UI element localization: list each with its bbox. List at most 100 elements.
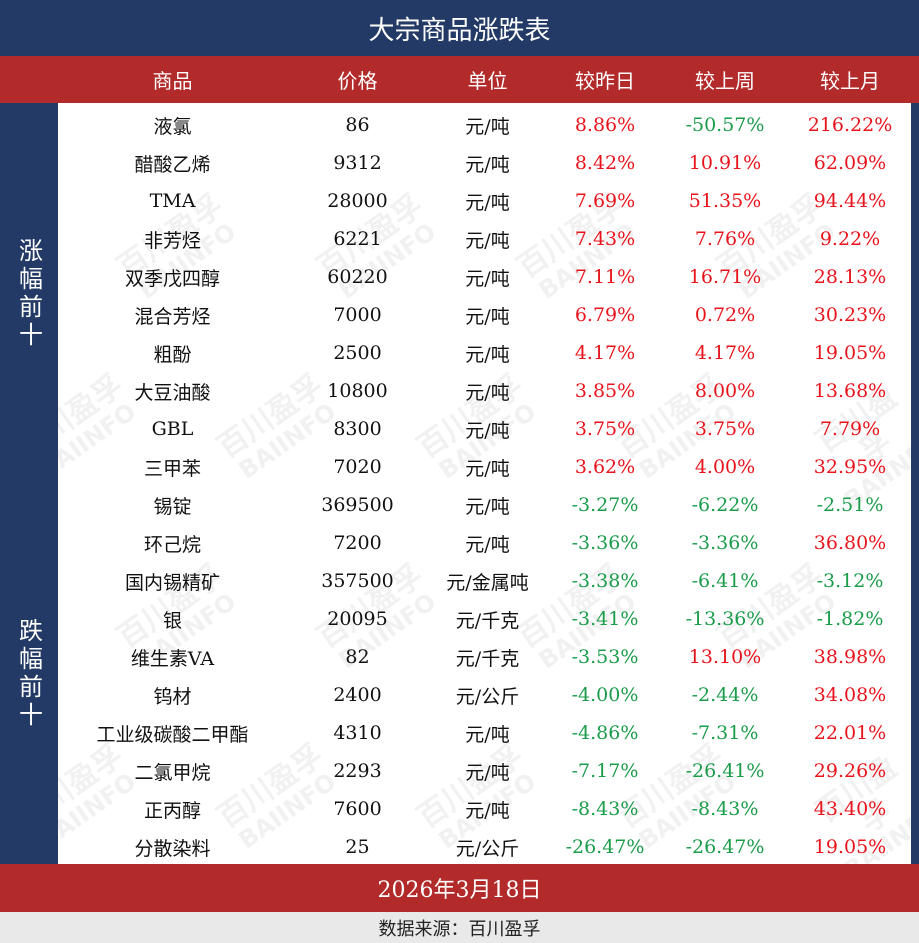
vs-last-month-cell: 94.44% bbox=[813, 190, 887, 212]
header-vs-yesterday: 较昨日 bbox=[575, 69, 635, 93]
vs-last-month-cell: 22.01% bbox=[813, 722, 887, 744]
price-cell: 7020 bbox=[333, 456, 382, 478]
price-cell: 25 bbox=[345, 836, 370, 858]
table-row: 粗酚 2500 元/吨 4.17% 4.17% 19.05% bbox=[58, 334, 911, 372]
table-row: 非芳烃 6221 元/吨 7.43% 7.76% 9.22% bbox=[58, 220, 911, 258]
vs-yesterday-cell: -4.86% bbox=[571, 722, 639, 744]
vs-yesterday-cell: 3.85% bbox=[574, 380, 636, 402]
price-cell: 8300 bbox=[333, 418, 382, 440]
vs-last-month-cell: 43.40% bbox=[813, 798, 887, 820]
vs-last-week-cell: -8.43% bbox=[691, 798, 759, 820]
header-unit: 单位 bbox=[467, 69, 508, 93]
vs-last-month-cell: 7.79% bbox=[819, 418, 881, 440]
price-cell: 9312 bbox=[333, 152, 382, 174]
commodity-cell: 正丙醇 bbox=[143, 799, 201, 822]
vs-yesterday-cell: -4.00% bbox=[571, 684, 639, 706]
price-cell: 86 bbox=[345, 114, 370, 136]
vs-yesterday-cell: -3.36% bbox=[571, 532, 639, 554]
price-cell: 4310 bbox=[333, 722, 382, 744]
table-row: 大豆油酸 10800 元/吨 3.85% 8.00% 13.68% bbox=[58, 372, 911, 410]
vs-last-week-cell: 16.71% bbox=[688, 266, 762, 288]
vs-yesterday-cell: 8.42% bbox=[574, 152, 636, 174]
unit-cell: 元/吨 bbox=[465, 799, 510, 822]
unit-cell: 元/千克 bbox=[455, 647, 520, 670]
unit-cell: 元/吨 bbox=[465, 305, 510, 328]
price-cell: 7200 bbox=[333, 532, 382, 554]
header-vs-last-month: 较上月 bbox=[820, 69, 880, 93]
vs-last-month-cell: 34.08% bbox=[813, 684, 887, 706]
data-source: 数据来源：百川盈孚 bbox=[0, 912, 919, 943]
price-cell: 2400 bbox=[333, 684, 382, 706]
commodity-cell: GBL bbox=[151, 418, 194, 440]
unit-cell: 元/吨 bbox=[465, 191, 510, 214]
unit-cell: 元/吨 bbox=[465, 343, 510, 366]
commodity-cell: 环己烷 bbox=[143, 533, 201, 556]
commodity-cell: 大豆油酸 bbox=[134, 381, 211, 404]
price-cell: 2293 bbox=[333, 760, 382, 782]
commodity-cell: 混合芳烃 bbox=[134, 305, 211, 328]
vs-last-month-cell: 216.22% bbox=[807, 114, 893, 136]
date-footer: 2026年3月18日 bbox=[0, 864, 919, 912]
table-row: 工业级碳酸二甲酯 4310 元/吨 -4.86% -7.31% 22.01% bbox=[58, 714, 911, 752]
header-vs-last-week: 较上周 bbox=[695, 69, 755, 93]
vs-last-week-cell: 3.75% bbox=[694, 418, 756, 440]
vs-last-week-cell: 51.35% bbox=[688, 190, 762, 212]
table-row: 锡锭 369500 元/吨 -3.27% -6.22% -2.51% bbox=[58, 486, 911, 524]
price-cell: 7000 bbox=[333, 304, 382, 326]
vs-last-week-cell: 4.17% bbox=[694, 342, 756, 364]
vs-last-week-cell: -7.31% bbox=[691, 722, 759, 744]
vs-last-week-cell: 10.91% bbox=[688, 152, 762, 174]
vs-last-month-cell: 28.13% bbox=[813, 266, 887, 288]
table-row: 双季戊四醇 60220 元/吨 7.11% 16.71% 28.13% bbox=[58, 258, 911, 296]
price-cell: 60220 bbox=[327, 266, 388, 288]
unit-cell: 元/吨 bbox=[465, 229, 510, 252]
unit-cell: 元/吨 bbox=[465, 153, 510, 176]
column-header-row: 商品 价格 单位 较昨日 较上周 较上月 bbox=[0, 56, 919, 103]
commodity-cell: 三甲苯 bbox=[143, 457, 201, 480]
table-title: 大宗商品涨跌表 bbox=[0, 0, 919, 56]
vs-last-month-cell: 32.95% bbox=[813, 456, 887, 478]
price-cell: 357500 bbox=[321, 570, 394, 592]
vs-yesterday-cell: 4.17% bbox=[574, 342, 636, 364]
unit-cell: 元/吨 bbox=[465, 267, 510, 290]
price-cell: 82 bbox=[345, 646, 370, 668]
unit-cell: 元/吨 bbox=[465, 381, 510, 404]
unit-cell: 元/公斤 bbox=[455, 837, 520, 860]
unit-cell: 元/公斤 bbox=[455, 685, 520, 708]
table-row: 正丙醇 7600 元/吨 -8.43% -8.43% 43.40% bbox=[58, 790, 911, 828]
header-price: 价格 bbox=[337, 69, 378, 93]
table-row: 醋酸乙烯 9312 元/吨 8.42% 10.91% 62.09% bbox=[58, 144, 911, 182]
commodity-cell: 锡锭 bbox=[153, 495, 192, 518]
table-row: 三甲苯 7020 元/吨 3.62% 4.00% 32.95% bbox=[58, 448, 911, 486]
price-cell: 6221 bbox=[333, 228, 382, 250]
vs-yesterday-cell: 3.62% bbox=[574, 456, 636, 478]
header-commodity: 商品 bbox=[152, 69, 193, 93]
commodity-cell: 分散染料 bbox=[134, 837, 211, 860]
table-row: 维生素VA 82 元/千克 -3.53% 13.10% 38.98% bbox=[58, 638, 911, 676]
commodity-cell: 国内锡精矿 bbox=[124, 571, 220, 594]
table-right-border bbox=[911, 103, 919, 864]
vs-last-month-cell: 19.05% bbox=[813, 342, 887, 364]
unit-cell: 元/金属吨 bbox=[446, 571, 529, 594]
vs-last-month-cell: 36.80% bbox=[813, 532, 887, 554]
vs-last-month-cell: 62.09% bbox=[813, 152, 887, 174]
vs-last-week-cell: 13.10% bbox=[688, 646, 762, 668]
table-row: 液氯 86 元/吨 8.86% -50.57% 216.22% bbox=[58, 106, 911, 144]
vs-last-week-cell: -2.44% bbox=[691, 684, 759, 706]
vs-last-month-cell: -2.51% bbox=[816, 494, 884, 516]
table-row: 环己烷 7200 元/吨 -3.36% -3.36% 36.80% bbox=[58, 524, 911, 562]
unit-cell: 元/吨 bbox=[465, 115, 510, 138]
vs-yesterday-cell: -8.43% bbox=[571, 798, 639, 820]
unit-cell: 元/吨 bbox=[465, 457, 510, 480]
commodity-cell: 液氯 bbox=[153, 115, 192, 138]
group-label-text: 跌幅前十 bbox=[14, 618, 43, 730]
vs-last-week-cell: -50.57% bbox=[685, 114, 765, 136]
vs-yesterday-cell: -3.38% bbox=[571, 570, 639, 592]
vs-yesterday-cell: 6.79% bbox=[574, 304, 636, 326]
table-row: GBL 8300 元/吨 3.75% 3.75% 7.79% bbox=[58, 410, 911, 448]
group-label-top-losers: 跌幅前十 bbox=[0, 484, 58, 864]
vs-yesterday-cell: 7.11% bbox=[574, 266, 636, 288]
unit-cell: 元/吨 bbox=[465, 761, 510, 784]
table-row: 银 20095 元/千克 -3.41% -13.36% -1.82% bbox=[58, 600, 911, 638]
